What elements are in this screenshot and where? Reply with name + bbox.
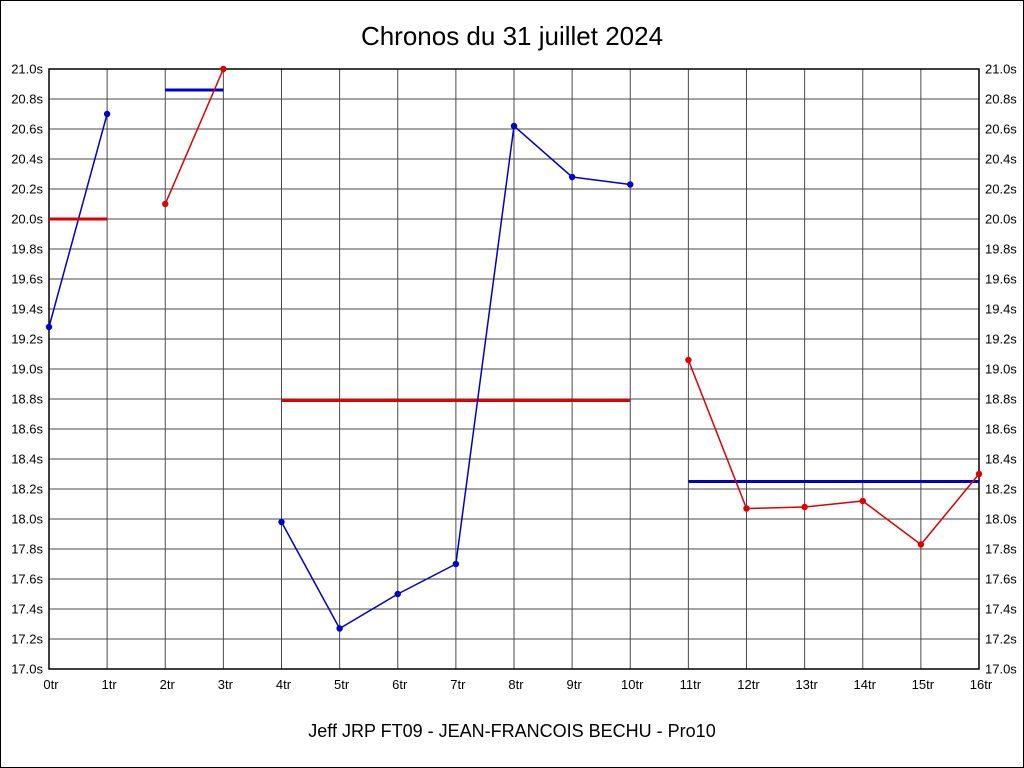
y-tick-label-right: 18.8s <box>985 392 1017 407</box>
data-point-segment-3-laps-blue <box>394 590 401 598</box>
data-point-segment-4-laps-red <box>917 541 925 548</box>
x-tick-label: 8tr <box>508 677 524 692</box>
data-point-segment-2-laps-red <box>220 65 227 73</box>
y-tick-label-left: 20.2s <box>11 182 43 197</box>
data-point-segment-4-laps-red <box>975 470 983 478</box>
x-tick-label: 10tr <box>621 677 644 692</box>
x-tick-label: 13tr <box>795 677 818 692</box>
y-tick-label-right: 18.4s <box>985 452 1017 467</box>
x-tick-label: 16tr <box>970 677 993 692</box>
y-tick-label-right: 18.0s <box>985 512 1017 527</box>
y-tick-label-left: 21.0s <box>11 62 43 77</box>
y-tick-label-right: 21.0s <box>985 62 1017 77</box>
y-tick-label-left: 20.6s <box>11 122 43 137</box>
y-tick-label-left: 17.4s <box>11 602 43 617</box>
y-tick-label-right: 17.4s <box>985 602 1017 617</box>
y-tick-label-left: 20.0s <box>11 212 43 227</box>
y-tick-label-left: 18.0s <box>11 512 43 527</box>
y-tick-label-right: 19.2s <box>985 332 1017 347</box>
data-point-segment-4-laps-red <box>801 503 808 511</box>
y-tick-label-right: 20.4s <box>985 152 1017 167</box>
y-tick-label-left: 20.4s <box>11 152 43 167</box>
x-tick-label: 14tr <box>854 677 877 692</box>
x-tick-label: 7tr <box>450 677 466 692</box>
y-tick-label-left: 19.8s <box>11 242 43 257</box>
y-tick-label-right: 17.0s <box>985 662 1017 677</box>
y-tick-label-right: 19.8s <box>985 242 1017 257</box>
y-tick-label-right: 20.0s <box>985 212 1017 227</box>
data-point-segment-3-laps-blue <box>336 625 343 632</box>
chart-title: Chronos du 31 juillet 2024 <box>360 21 664 51</box>
x-tick-label: 5tr <box>334 677 350 692</box>
y-tick-label-left: 17.0s <box>11 662 43 677</box>
y-tick-label-left: 17.2s <box>11 632 43 647</box>
data-point-segment-3-laps-blue <box>510 122 518 130</box>
y-tick-label-left: 17.6s <box>11 572 43 587</box>
x-tick-label: 12tr <box>737 677 760 692</box>
x-tick-label: 2tr <box>160 677 176 692</box>
data-point-segment-3-laps-blue <box>278 518 285 526</box>
series-line-segment-4-laps-red <box>687 359 980 546</box>
y-tick-label-right: 17.8s <box>985 542 1017 557</box>
data-point-segment-2-laps-red <box>162 200 169 208</box>
data-point-segment-1-laps-blue <box>103 110 111 118</box>
x-tick-label: 3tr <box>218 677 234 692</box>
data-point-segment-3-laps-blue <box>452 560 460 568</box>
x-tick-label: 9tr <box>567 677 583 692</box>
chart-caption: Jeff JRP FT09 - JEAN-FRANCOIS BECHU - Pr… <box>308 721 716 741</box>
data-point-segment-4-laps-red <box>685 356 692 364</box>
x-tick-label: 1tr <box>102 677 118 692</box>
data-point-segment-1-laps-blue <box>45 323 53 331</box>
x-tick-label: 0tr <box>43 677 59 692</box>
y-tick-label-left: 19.6s <box>11 272 43 287</box>
y-tick-label-right: 20.8s <box>985 92 1017 107</box>
y-tick-label-left: 19.0s <box>11 362 43 377</box>
x-tick-label: 4tr <box>276 677 292 692</box>
x-tick-label: 6tr <box>392 677 408 692</box>
y-tick-label-left: 18.4s <box>11 452 43 467</box>
plot-border <box>48 68 980 670</box>
y-tick-label-right: 19.4s <box>985 302 1017 317</box>
y-tick-label-left: 20.8s <box>11 92 43 107</box>
y-tick-label-right: 18.2s <box>985 482 1017 497</box>
data-point-segment-3-laps-blue <box>568 173 576 181</box>
y-tick-label-right: 20.2s <box>985 182 1017 197</box>
x-tick-label: 11tr <box>680 677 702 692</box>
y-tick-label-left: 18.2s <box>11 482 43 497</box>
y-tick-label-left: 18.6s <box>11 422 43 437</box>
y-tick-label-right: 19.6s <box>985 272 1017 287</box>
y-tick-label-right: 17.2s <box>985 632 1017 647</box>
x-tick-label: 15tr <box>912 677 935 692</box>
y-tick-label-right: 18.6s <box>985 422 1017 437</box>
data-point-segment-3-laps-blue <box>627 181 634 188</box>
data-point-segment-4-laps-red <box>859 497 866 505</box>
series-line-segment-2-laps-red <box>164 68 225 205</box>
y-tick-label-right: 19.0s <box>985 362 1017 377</box>
y-tick-label-left: 19.2s <box>11 332 43 347</box>
y-tick-label-right: 17.6s <box>985 572 1017 587</box>
data-point-segment-4-laps-red <box>743 505 750 512</box>
y-tick-label-left: 19.4s <box>11 302 43 317</box>
y-tick-label-left: 18.8s <box>11 392 43 407</box>
y-tick-label-right: 20.6s <box>985 122 1017 137</box>
y-tick-label-left: 17.8s <box>11 542 43 557</box>
